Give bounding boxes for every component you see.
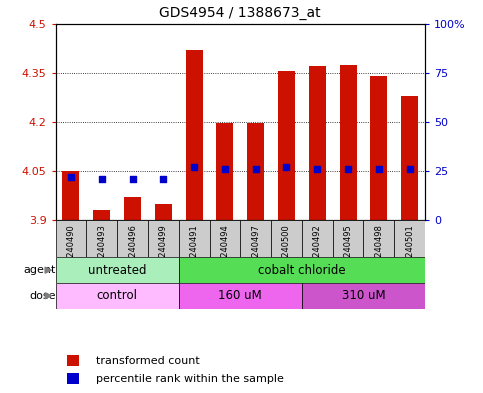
Bar <box>240 220 271 257</box>
Bar <box>179 220 210 257</box>
Point <box>375 166 383 172</box>
Bar <box>278 71 295 220</box>
Bar <box>333 220 364 257</box>
Text: dose: dose <box>29 291 56 301</box>
Bar <box>56 257 179 283</box>
Point <box>67 174 75 180</box>
Bar <box>302 283 425 309</box>
Bar <box>364 220 394 257</box>
Bar <box>67 355 79 366</box>
Bar <box>155 204 172 220</box>
Text: GSM1240494: GSM1240494 <box>220 224 229 279</box>
Text: untreated: untreated <box>88 264 146 277</box>
Bar <box>148 220 179 257</box>
Point <box>344 166 352 172</box>
Text: GSM1240499: GSM1240499 <box>159 224 168 279</box>
Bar <box>302 220 333 257</box>
Point <box>159 176 167 182</box>
Title: GDS4954 / 1388673_at: GDS4954 / 1388673_at <box>159 6 321 20</box>
Bar <box>56 220 86 257</box>
Bar <box>370 76 387 220</box>
Text: GSM1240495: GSM1240495 <box>343 224 353 279</box>
Text: cobalt chloride: cobalt chloride <box>258 264 346 277</box>
Point <box>313 166 321 172</box>
Text: GSM1240492: GSM1240492 <box>313 224 322 279</box>
Bar <box>179 257 425 283</box>
Text: GSM1240501: GSM1240501 <box>405 224 414 279</box>
Bar <box>401 95 418 220</box>
Bar <box>86 220 117 257</box>
Bar <box>271 220 302 257</box>
Point <box>128 176 136 182</box>
Bar <box>216 123 233 220</box>
Bar <box>67 373 79 384</box>
Bar <box>62 171 79 220</box>
Bar <box>56 283 179 309</box>
Bar <box>93 210 110 220</box>
Text: GSM1240496: GSM1240496 <box>128 224 137 280</box>
Bar <box>117 220 148 257</box>
Text: control: control <box>97 289 138 302</box>
Bar <box>210 220 240 257</box>
Text: GSM1240490: GSM1240490 <box>67 224 75 279</box>
Text: GSM1240497: GSM1240497 <box>251 224 260 280</box>
Bar <box>124 197 141 220</box>
Text: percentile rank within the sample: percentile rank within the sample <box>96 374 284 384</box>
Point <box>98 176 106 182</box>
Bar <box>394 220 425 257</box>
Bar <box>309 66 326 220</box>
Text: agent: agent <box>23 265 56 275</box>
Text: GSM1240498: GSM1240498 <box>374 224 384 280</box>
Bar <box>185 50 202 220</box>
Text: GSM1240491: GSM1240491 <box>190 224 199 279</box>
Text: 160 uM: 160 uM <box>218 289 262 302</box>
Point <box>190 164 198 170</box>
Point <box>221 166 229 172</box>
Text: GSM1240493: GSM1240493 <box>97 224 106 280</box>
Text: transformed count: transformed count <box>96 356 200 366</box>
Point <box>283 164 290 170</box>
Text: GSM1240500: GSM1240500 <box>282 224 291 279</box>
Bar <box>340 64 356 220</box>
Bar <box>247 123 264 220</box>
Bar <box>179 283 302 309</box>
Point <box>252 166 259 172</box>
Text: 310 uM: 310 uM <box>341 289 385 302</box>
Point <box>406 166 413 172</box>
